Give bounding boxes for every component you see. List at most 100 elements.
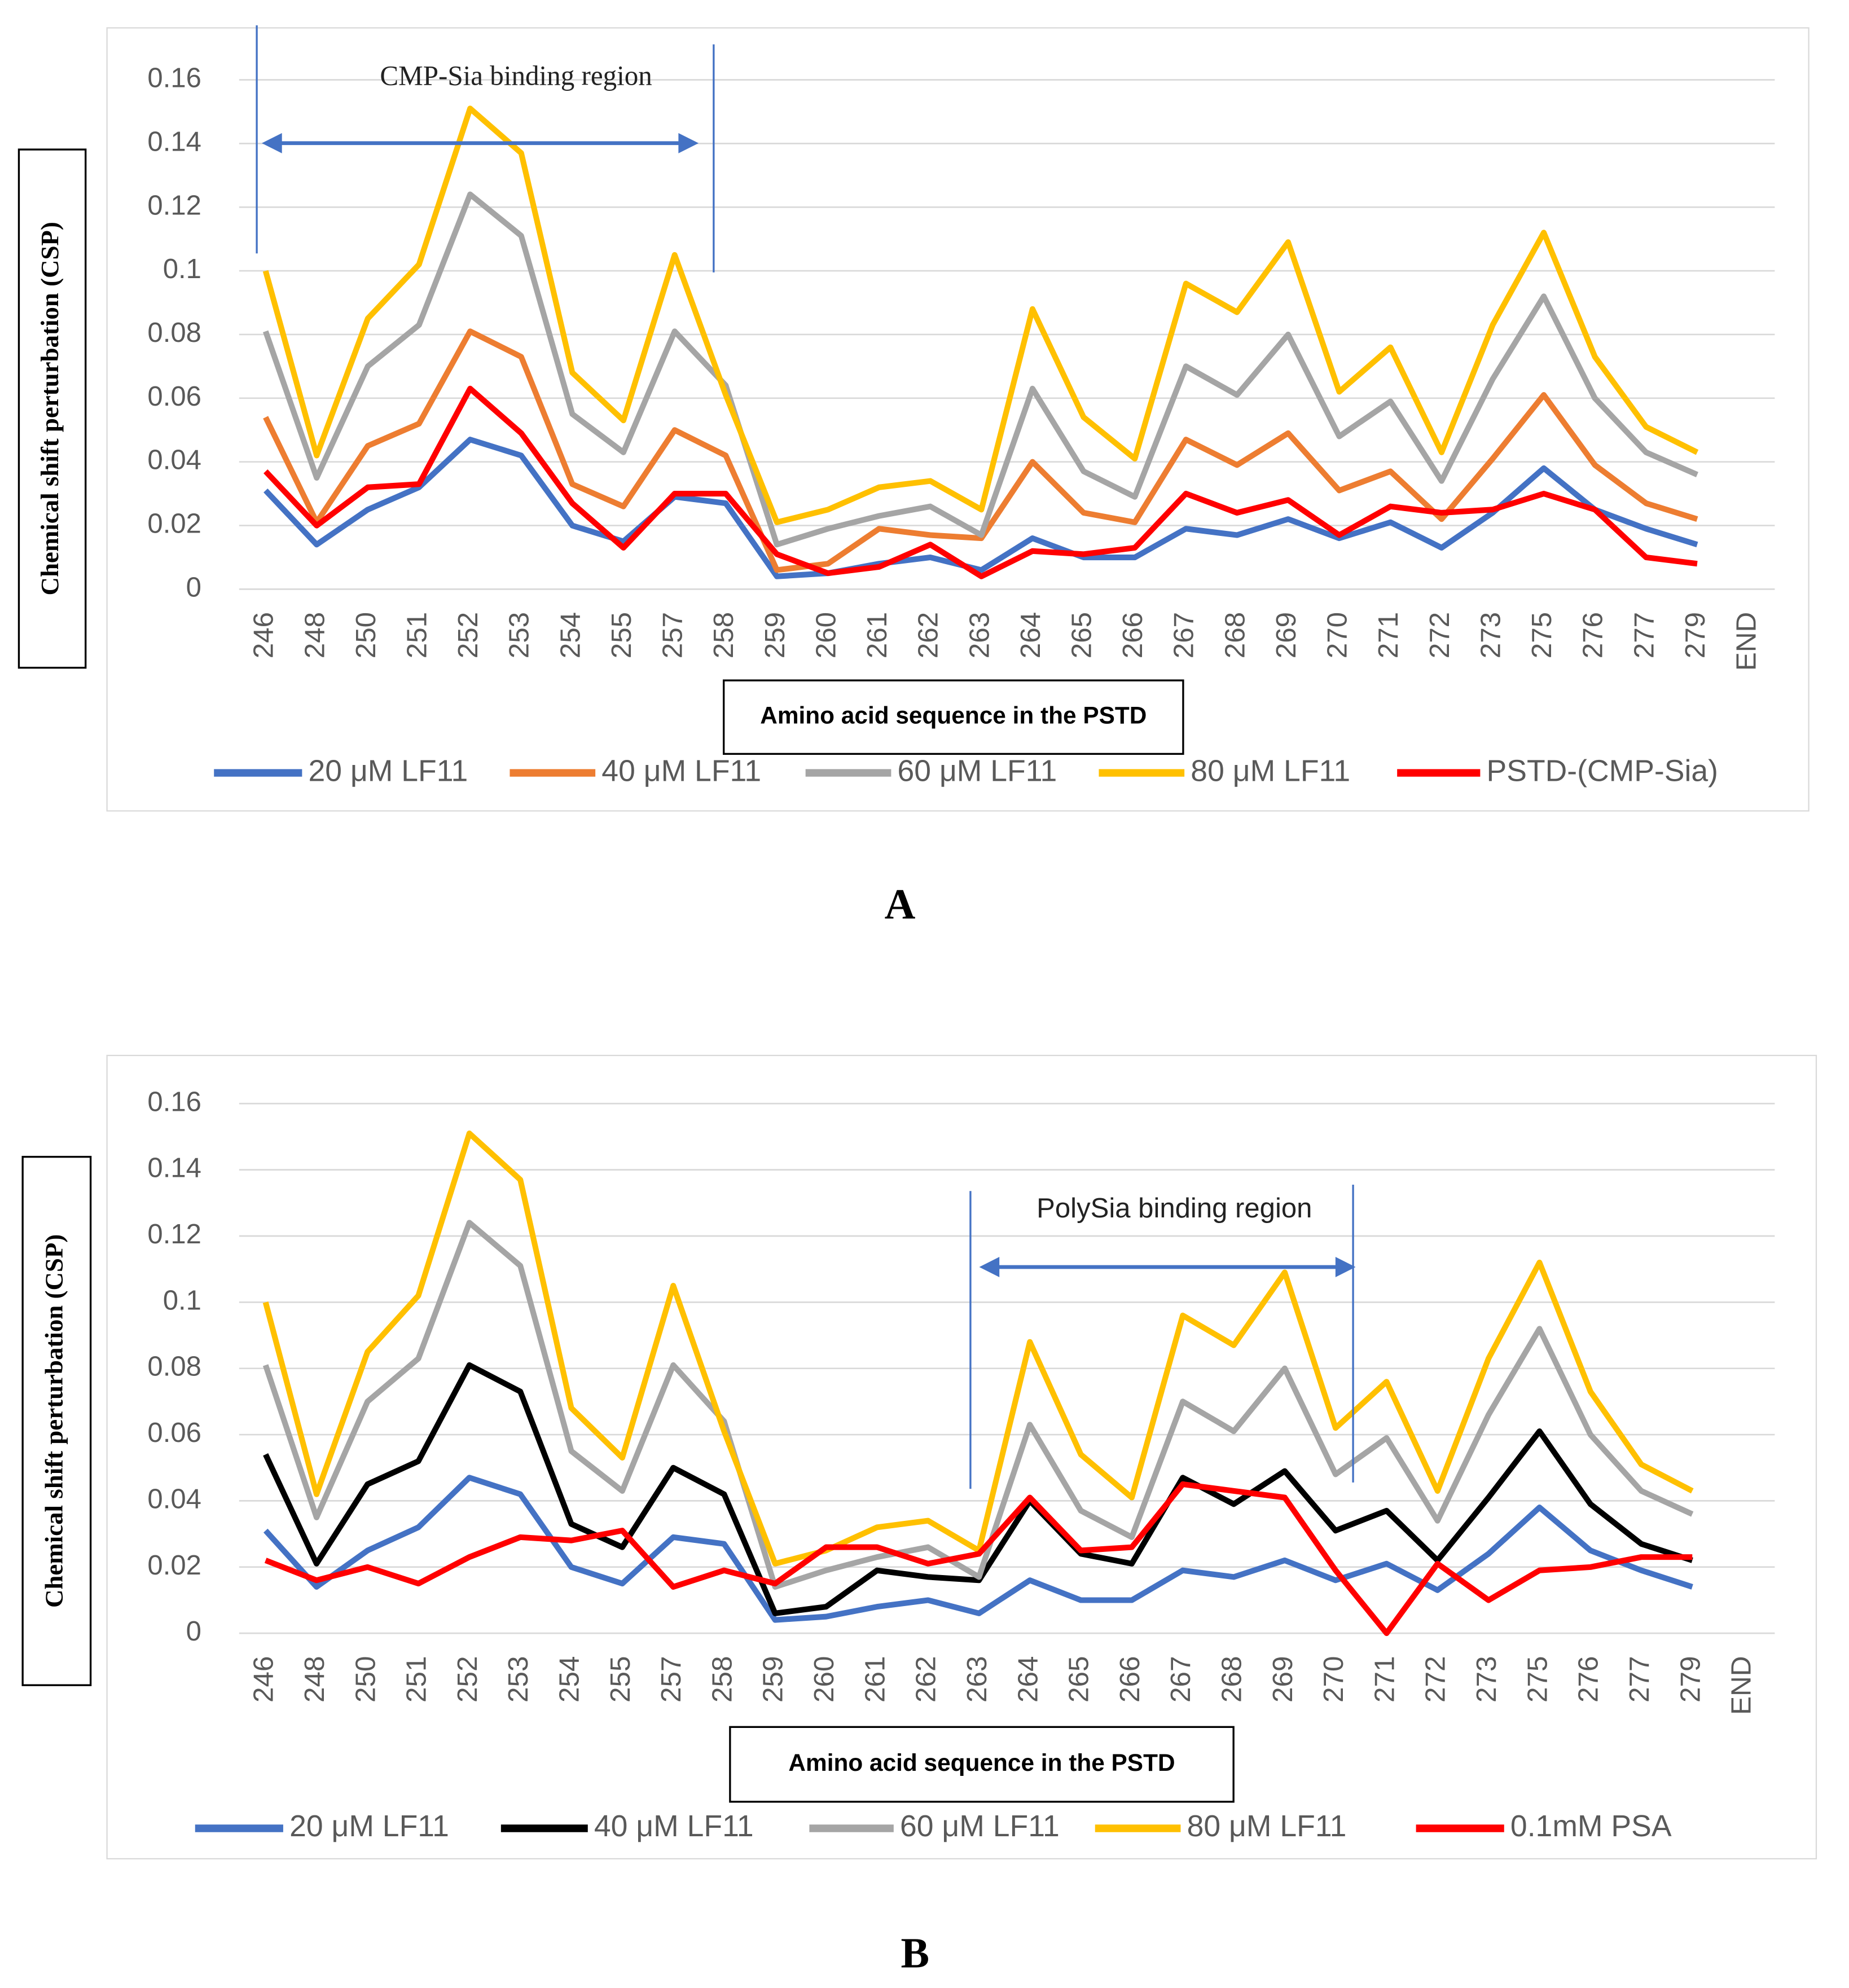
y-tick-label: 0.04	[147, 445, 201, 476]
x-tick-label: 266	[1117, 612, 1148, 658]
x-tick-label: 262	[911, 1656, 942, 1703]
x-tick-label: 259	[758, 1656, 789, 1703]
x-tick-label: 255	[606, 612, 637, 658]
y-tick-label: 0	[186, 1616, 201, 1647]
x-tick-label: 255	[605, 1656, 636, 1703]
x-tick-label: 252	[452, 1656, 483, 1703]
legend-label: 40 μM LF11	[601, 754, 761, 788]
x-tick-label: 254	[555, 612, 586, 658]
x-tick-label: 264	[1015, 612, 1046, 658]
x-tick-label: 266	[1114, 1656, 1145, 1703]
x-tick-label: 269	[1267, 1656, 1298, 1703]
arrow-head	[979, 1257, 1000, 1277]
annotation: PolySia binding region	[1037, 1193, 1312, 1224]
x-label-box	[723, 679, 1184, 755]
x-tick-label: 260	[811, 612, 842, 658]
x-tick-label: 257	[656, 1656, 687, 1703]
x-tick-label: 269	[1271, 612, 1302, 658]
x-tick-label: 258	[707, 1656, 738, 1703]
y-axis-label: Chemical shift perturbation (CSP)	[36, 222, 64, 595]
x-tick-label: 246	[248, 1656, 279, 1703]
legend-label: 60 μM LF11	[898, 754, 1057, 788]
x-tick-label: 250	[350, 612, 381, 658]
x-label-box	[729, 1726, 1235, 1803]
x-tick-label: 260	[809, 1656, 840, 1703]
x-tick-label: 272	[1424, 612, 1455, 658]
legend-label: 40 μM LF11	[594, 1809, 754, 1843]
legend-label: PSTD-(CMP-Sia)	[1487, 754, 1718, 788]
x-tick-label: 273	[1471, 1656, 1502, 1703]
y-tick-label: 0.1	[163, 1285, 201, 1316]
x-tick-label: 270	[1322, 612, 1353, 658]
y-tick-label: 0.12	[147, 1219, 201, 1250]
y-tick-label: 0.02	[147, 508, 201, 539]
x-tick-label: 268	[1216, 1656, 1248, 1703]
x-tick-label: 265	[1066, 612, 1097, 658]
y-tick-label: 0	[186, 571, 201, 602]
y-tick-label: 0.16	[147, 62, 201, 93]
x-tick-label: 273	[1475, 612, 1507, 658]
panel-label: B	[901, 1929, 929, 1977]
x-tick-label: 279	[1680, 612, 1711, 658]
x-tick-label: 253	[504, 612, 535, 658]
x-tick-label: 276	[1578, 612, 1609, 658]
x-tick-label: 267	[1165, 1656, 1196, 1703]
y-tick-label: 0.1	[163, 253, 201, 284]
legend-label: 80 μM LF11	[1187, 1809, 1347, 1843]
series-line	[263, 385, 1698, 579]
series-line	[262, 1220, 1694, 1590]
series-line	[263, 1362, 1693, 1616]
x-tick-label: 259	[759, 612, 790, 658]
x-tick-label: 263	[964, 612, 995, 658]
x-tick-label: END	[1726, 1656, 1757, 1715]
x-tick-label: 264	[1012, 1656, 1043, 1703]
legend-label: 20 μM LF11	[309, 754, 468, 788]
x-tick-label: 248	[299, 612, 330, 658]
x-tick-label: 257	[657, 612, 688, 658]
y-tick-label: 0.14	[147, 126, 201, 157]
y-label-box	[17, 148, 87, 669]
x-tick-label: 276	[1573, 1656, 1604, 1703]
chart: 0 0.02 0.04 0.06 0.08 0.1 0.12 0.14 0.16 246 248 25…	[17, 25, 1810, 928]
legend-label: 0.1mM PSA	[1510, 1809, 1672, 1843]
x-tick-label: 270	[1318, 1656, 1349, 1703]
chart-frame	[106, 1054, 1817, 1860]
x-tick-label: 279	[1675, 1656, 1706, 1703]
y-tick-label: 0.06	[147, 381, 201, 412]
x-tick-label: 272	[1420, 1656, 1451, 1703]
x-tick-label: 251	[402, 612, 433, 658]
series-line	[264, 1481, 1693, 1637]
legend-label: 80 μM LF11	[1191, 754, 1350, 788]
x-tick-label: 251	[401, 1656, 432, 1703]
y-tick-label: 0.14	[147, 1153, 201, 1184]
y-tick-label: 0.08	[147, 317, 201, 348]
x-tick-label: 261	[862, 612, 893, 658]
arrow-head	[262, 133, 282, 153]
legend-label: 60 μM LF11	[900, 1809, 1060, 1843]
x-tick-label: END	[1731, 612, 1762, 671]
series-line	[263, 437, 1698, 579]
x-tick-label: 254	[554, 1656, 585, 1703]
x-tick-label: 246	[248, 612, 279, 658]
x-tick-label: 253	[503, 1656, 534, 1703]
x-axis-label: Amino acid sequence in the PSTD	[760, 702, 1147, 729]
chart: 0 0.02 0.04 0.06 0.08 0.1 0.12 0.14 0.16 246 248 25…	[21, 1054, 1817, 1977]
y-tick-label: 0.16	[147, 1086, 201, 1117]
x-tick-label: 268	[1219, 612, 1250, 658]
annotation: CMP-Sia binding region	[380, 60, 652, 91]
x-tick-label: 275	[1526, 612, 1557, 658]
x-tick-label: 258	[708, 612, 739, 658]
x-axis-label: Amino acid sequence in the PSTD	[788, 1750, 1175, 1776]
panel-label: A	[885, 881, 916, 928]
series-line	[263, 328, 1698, 573]
x-tick-label: 275	[1522, 1656, 1553, 1703]
series-line	[262, 191, 1698, 548]
y-tick-label: 0.12	[147, 190, 201, 221]
legend-label: 20 μM LF11	[289, 1809, 449, 1843]
y-tick-label: 0.08	[147, 1351, 201, 1382]
x-tick-label: 265	[1064, 1656, 1095, 1703]
x-tick-label: 271	[1373, 612, 1404, 658]
series-line	[262, 105, 1699, 525]
